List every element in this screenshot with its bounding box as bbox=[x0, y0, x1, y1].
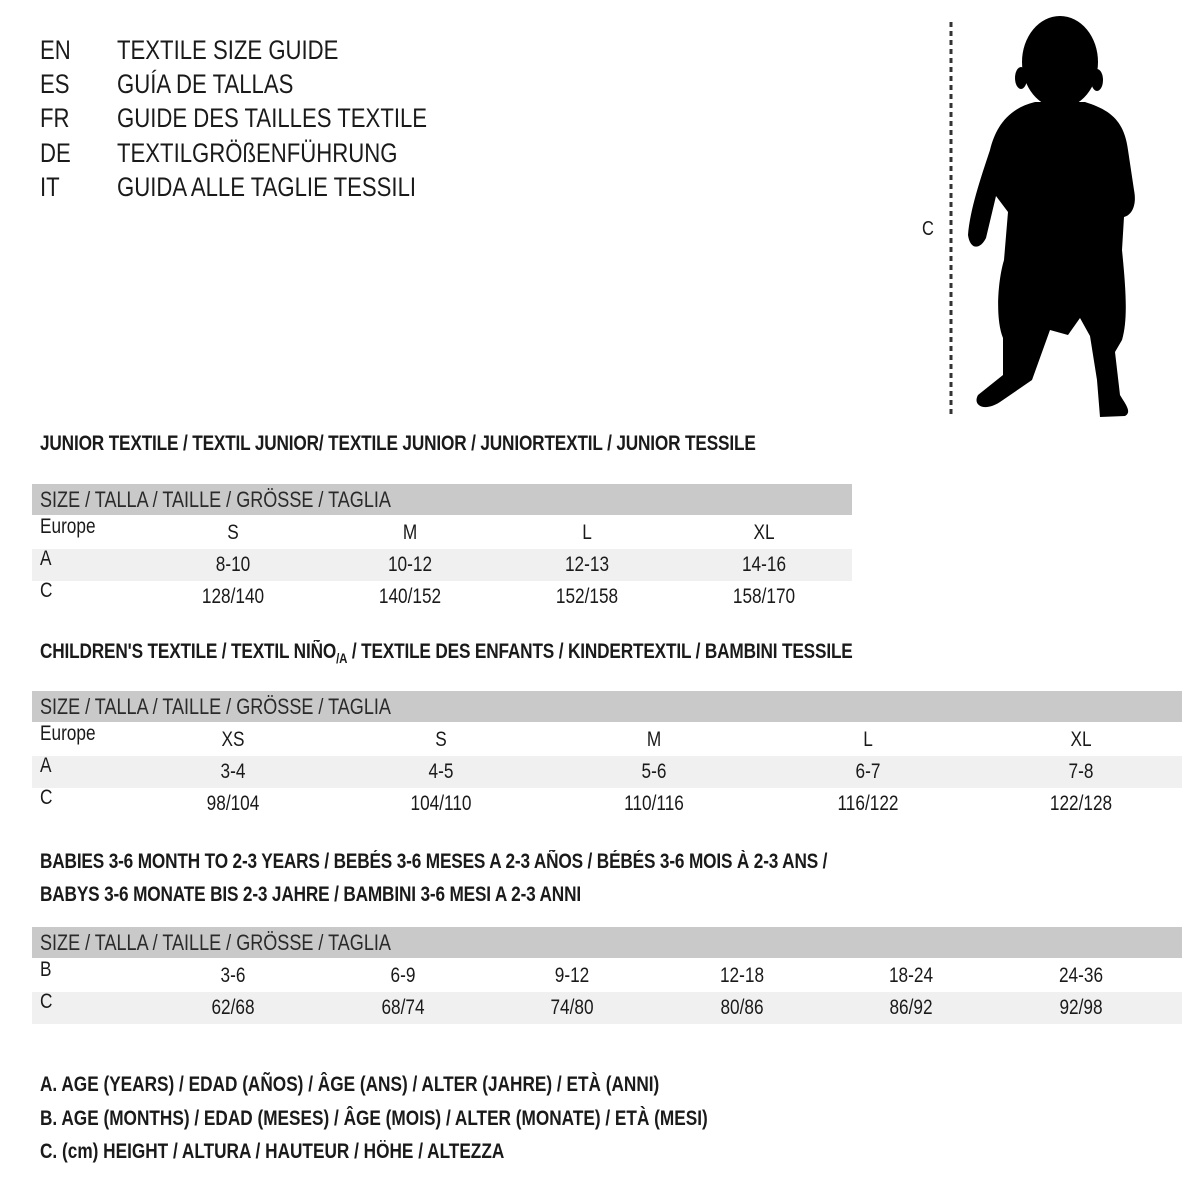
lang-text: GUIDA ALLE TAGLIE TESSILI bbox=[117, 172, 417, 202]
table-cell: 18-24 bbox=[888, 964, 934, 987]
table-cell: 8-10 bbox=[215, 553, 251, 576]
table-cell: 104/110 bbox=[410, 792, 472, 815]
legend-a: A. AGE (YEARS) / EDAD (AÑOS) / ÂGE (ANS)… bbox=[40, 1073, 660, 1096]
table-cell: S bbox=[435, 728, 447, 751]
table-cell: 7-8 bbox=[1068, 760, 1094, 783]
lang-code: IT bbox=[40, 172, 60, 202]
table-row: C 62/68 68/74 74/80 80/86 86/92 92/98 bbox=[32, 990, 1182, 1024]
row-label: C bbox=[40, 990, 53, 1013]
row-label: A bbox=[40, 547, 52, 570]
lang-text: TEXTILE SIZE GUIDE bbox=[117, 35, 339, 65]
table-cell: 68/74 bbox=[381, 996, 425, 1019]
table-cell: 3-4 bbox=[220, 760, 246, 783]
table-cell: 116/122 bbox=[837, 792, 899, 815]
table-cell: 9-12 bbox=[554, 964, 590, 987]
children-size-table: SIZE / TALLA / TAILLE / GRÖSSE / TAGLIA … bbox=[32, 691, 1182, 820]
table-cell: 10-12 bbox=[387, 553, 433, 576]
table-cell: 122/128 bbox=[1049, 792, 1113, 815]
lang-text: TEXTILGRÖßENFÜHRUNG bbox=[117, 138, 398, 168]
table-row: Europe XS S M L XL bbox=[32, 722, 1182, 756]
table-cell: M bbox=[646, 728, 662, 751]
table-cell: 86/92 bbox=[889, 996, 933, 1019]
table-cell: 98/104 bbox=[206, 792, 260, 815]
table-cell: 12-18 bbox=[719, 964, 765, 987]
table-cell: XL bbox=[753, 521, 775, 544]
table-cell: S bbox=[227, 521, 239, 544]
table-cell: 128/140 bbox=[201, 585, 265, 608]
table-row: A 8-10 10-12 12-13 14-16 bbox=[32, 547, 852, 581]
table-header: SIZE / TALLA / TAILLE / GRÖSSE / TAGLIA bbox=[32, 484, 852, 515]
babies-section-title-line1: BABIES 3-6 MONTH TO 2-3 YEARS / BEBÉS 3-… bbox=[40, 850, 828, 873]
table-cell: 6-9 bbox=[390, 964, 416, 987]
row-label: A bbox=[40, 754, 52, 777]
table-row: Europe S M L XL bbox=[32, 515, 852, 549]
table-cell: 62/68 bbox=[211, 996, 255, 1019]
height-measure-label: C bbox=[922, 218, 934, 240]
table-cell: XS bbox=[221, 728, 245, 751]
table-cell: 140/152 bbox=[378, 585, 442, 608]
table-cell: L bbox=[863, 728, 873, 751]
table-cell: L bbox=[582, 521, 592, 544]
child-silhouette-icon bbox=[949, 16, 1135, 417]
row-label: C bbox=[40, 579, 53, 602]
table-row: B 3-6 6-9 9-12 12-18 18-24 24-36 bbox=[32, 958, 1182, 992]
table-cell: 80/86 bbox=[720, 996, 764, 1019]
table-cell: 152/158 bbox=[555, 585, 619, 608]
lang-code: DE bbox=[40, 138, 71, 168]
children-section-title: CHILDREN'S TEXTILE / TEXTIL NIÑO/A / TEX… bbox=[40, 640, 853, 667]
junior-size-table: SIZE / TALLA / TAILLE / GRÖSSE / TAGLIA … bbox=[32, 484, 852, 613]
babies-section-title-line2: BABYS 3-6 MONATE BIS 2-3 JAHRE / BAMBINI… bbox=[40, 883, 581, 906]
junior-section-title: JUNIOR TEXTILE / TEXTIL JUNIOR/ TEXTILE … bbox=[40, 432, 756, 455]
row-label: Europe bbox=[40, 515, 96, 538]
table-cell: 12-13 bbox=[564, 553, 610, 576]
table-cell: 110/116 bbox=[624, 792, 684, 815]
babies-size-table: SIZE / TALLA / TAILLE / GRÖSSE / TAGLIA … bbox=[32, 927, 1182, 1024]
row-label: B bbox=[40, 958, 52, 981]
table-header: SIZE / TALLA / TAILLE / GRÖSSE / TAGLIA bbox=[32, 927, 1182, 958]
row-label: Europe bbox=[40, 722, 96, 745]
table-cell: 6-7 bbox=[855, 760, 881, 783]
legend-c: C. (cm) HEIGHT / ALTURA / HAUTEUR / HÖHE… bbox=[40, 1140, 505, 1163]
lang-code: ES bbox=[40, 69, 70, 99]
table-row: C 128/140 140/152 152/158 158/170 bbox=[32, 579, 852, 613]
table-cell: 14-16 bbox=[741, 553, 787, 576]
table-cell: M bbox=[402, 521, 418, 544]
table-header: SIZE / TALLA / TAILLE / GRÖSSE / TAGLIA bbox=[32, 691, 1182, 722]
lang-code: FR bbox=[40, 103, 70, 133]
table-cell: 5-6 bbox=[641, 760, 667, 783]
table-row: C 98/104 104/110 110/116 116/122 122/128 bbox=[32, 786, 1182, 820]
table-cell: 3-6 bbox=[220, 964, 246, 987]
lang-text: GUIDE DES TAILLES TEXTILE bbox=[117, 103, 428, 133]
table-cell: 92/98 bbox=[1059, 996, 1103, 1019]
table-cell: XL bbox=[1070, 728, 1092, 751]
table-cell: 158/170 bbox=[732, 585, 796, 608]
lang-code: EN bbox=[40, 35, 71, 65]
legend-b: B. AGE (MONTHS) / EDAD (MESES) / ÂGE (MO… bbox=[40, 1107, 708, 1130]
lang-text: GUÍA DE TALLAS bbox=[117, 69, 294, 99]
table-cell: 24-36 bbox=[1058, 964, 1104, 987]
table-row: A 3-4 4-5 5-6 6-7 7-8 bbox=[32, 754, 1182, 788]
table-cell: 4-5 bbox=[428, 760, 454, 783]
table-cell: 74/80 bbox=[550, 996, 594, 1019]
row-label: C bbox=[40, 786, 53, 809]
